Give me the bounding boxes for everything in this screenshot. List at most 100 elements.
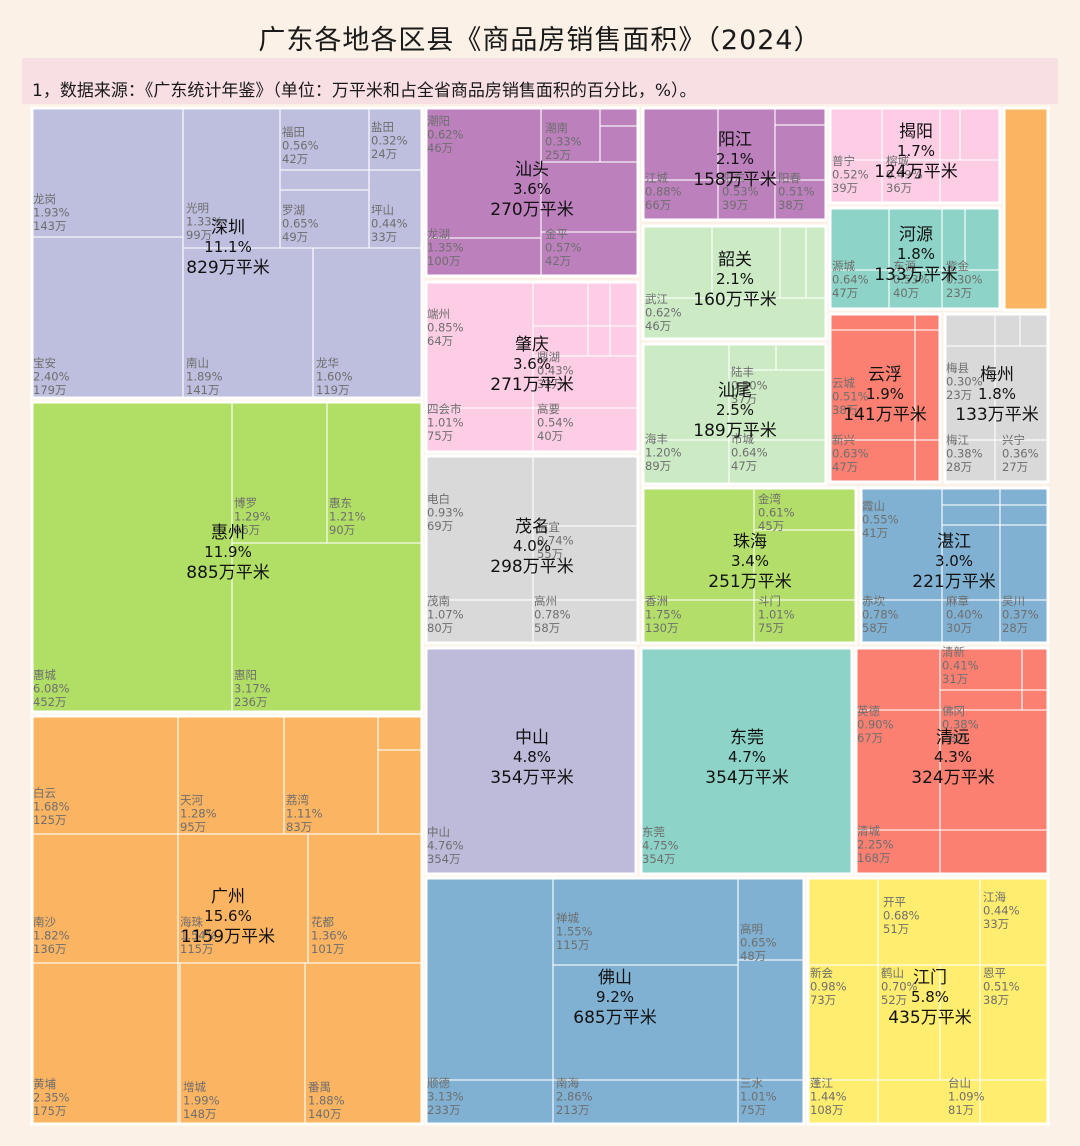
region-value: 133万平米 <box>955 405 1038 425</box>
district-value: 51万 <box>883 922 909 936</box>
district-value: 148万 <box>183 1107 216 1121</box>
district-value: 64万 <box>427 334 453 348</box>
region-value: 141万平米 <box>843 405 926 425</box>
district-name: 南沙 <box>33 915 56 929</box>
district-pct: 1.54% <box>180 929 217 943</box>
region-pct: 4.0% <box>513 537 551 555</box>
region-tile <box>641 106 828 222</box>
district-value: 39万 <box>722 198 748 212</box>
region-value: 298万平米 <box>490 557 573 577</box>
region-tile <box>30 714 424 1126</box>
district-value: 49万 <box>282 230 308 244</box>
district-pct: 0.33% <box>545 135 582 149</box>
district-name: 恩平 <box>983 966 1006 980</box>
district-name: 蓬江 <box>810 1076 833 1090</box>
region-tile <box>859 486 1050 645</box>
district-pct: 2.25% <box>857 838 894 852</box>
district-pct: 6.08% <box>33 682 70 696</box>
district-pct: 0.50% <box>731 379 768 393</box>
district-name: 市城 <box>731 432 754 446</box>
district-name: 清新 <box>942 645 965 659</box>
district-name: 佛冈 <box>942 704 965 718</box>
district-name: 武江 <box>645 292 668 306</box>
district-value: 354万 <box>642 852 675 866</box>
district-value: 31万 <box>942 672 968 686</box>
district-value: 28万 <box>1002 621 1028 635</box>
district-name: 博罗 <box>234 496 257 510</box>
region-value: 885万平米 <box>186 563 269 583</box>
region-河源: 源城0.64%47万 东源0.53%40万 紫金0.30%23万 河源1.8% 133万… <box>828 206 1002 311</box>
district-name: 阳东 <box>722 171 745 185</box>
district-pct: 0.32% <box>371 134 408 148</box>
region-name: 肇庆 <box>515 335 549 355</box>
district-name: 中山 <box>427 825 450 839</box>
district-name: 新会 <box>810 966 833 980</box>
district-pct: 1.35% <box>427 241 464 255</box>
region-name: 东莞 <box>730 728 764 748</box>
district-pct: 1.68% <box>33 800 70 814</box>
district-pct: 0.51% <box>832 390 869 404</box>
district-value: 41万 <box>862 526 888 540</box>
region-pct: 3.6% <box>513 355 551 373</box>
region-value: 685万平米 <box>573 1008 656 1028</box>
region-value: 354万平米 <box>490 768 573 788</box>
district-name: 南山 <box>186 356 209 370</box>
district-name: 鹤山 <box>881 966 904 980</box>
district-value: 141万 <box>186 383 219 397</box>
district-name: 白云 <box>33 786 56 800</box>
district-pct: 2.35% <box>33 1091 70 1105</box>
district-pct: 1.44% <box>810 1090 847 1104</box>
region-揭阳: 普宁0.52%39万 榕城0.49%36万 揭阳1.7% 124万平米 <box>828 106 1002 205</box>
district-name: 坪山 <box>371 203 394 217</box>
region-pct: 2.1% <box>716 270 754 288</box>
district-pct: 0.85% <box>427 321 464 335</box>
district-name: 清城 <box>857 824 880 838</box>
region-pct: 3.4% <box>731 552 769 570</box>
district-pct: 2.40% <box>33 370 70 384</box>
region-value: 271万平米 <box>490 375 573 395</box>
region-pct: 1.7% <box>897 142 935 160</box>
district-value: 33万 <box>983 917 1009 931</box>
district-pct: 1.01% <box>427 416 464 430</box>
district-pct: 2.86% <box>556 1090 593 1104</box>
district-name: 花都 <box>311 915 334 929</box>
district-pct: 1.09% <box>948 1090 985 1104</box>
district-pct: 0.98% <box>810 980 847 994</box>
district-pct: 1.82% <box>33 929 70 943</box>
region-pct: 1.8% <box>897 245 935 263</box>
district-name: 陆丰 <box>731 365 754 379</box>
region-name: 汕尾 <box>718 381 752 401</box>
district-value: 233万 <box>427 1103 460 1117</box>
district-name: 端州 <box>427 307 450 321</box>
district-pct: 3.13% <box>427 1090 464 1104</box>
region-pct: 2.1% <box>716 150 754 168</box>
district-pct: 1.21% <box>329 510 366 524</box>
district-value: 28万 <box>942 731 968 745</box>
district-pct: 0.53% <box>893 273 930 287</box>
district-value: 55万 <box>537 547 563 561</box>
district-pct: 0.90% <box>857 718 894 732</box>
district-name: 禅城 <box>556 911 579 925</box>
district-value: 38万 <box>983 993 1009 1007</box>
district-pct: 1.01% <box>740 1090 777 1104</box>
district-pct: 1.20% <box>645 446 682 460</box>
district-value: 83万 <box>286 820 312 834</box>
region-pct: 3.0% <box>935 552 973 570</box>
district-value: 96万 <box>234 523 260 537</box>
district-name: 云城 <box>832 376 855 390</box>
region-value: 354万平米 <box>705 768 788 788</box>
district-name: 鼎湖 <box>537 350 560 364</box>
district-name: 阳春 <box>778 171 801 185</box>
district-value: 24万 <box>371 147 397 161</box>
region-value: 189万平米 <box>693 421 776 441</box>
district-value: 36万 <box>886 181 912 195</box>
region-tile <box>943 312 1050 484</box>
region-tile <box>828 106 1002 205</box>
district-name: 顺德 <box>427 1076 450 1090</box>
district-value: 99万 <box>186 228 212 242</box>
district-name: 南海 <box>556 1076 579 1090</box>
